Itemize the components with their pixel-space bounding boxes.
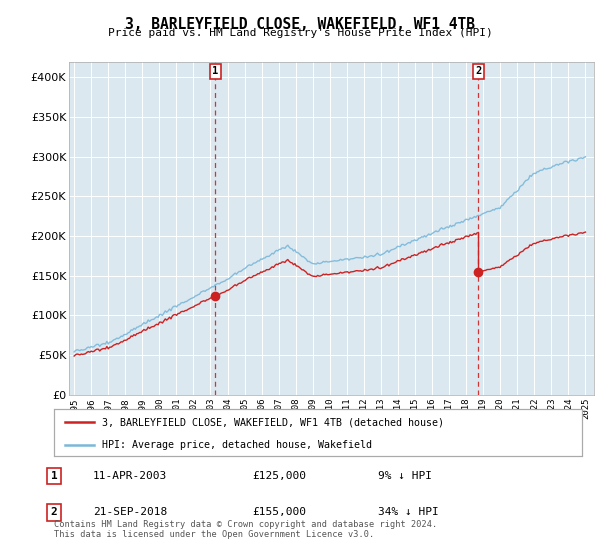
- Text: 3, BARLEYFIELD CLOSE, WAKEFIELD, WF1 4TB (detached house): 3, BARLEYFIELD CLOSE, WAKEFIELD, WF1 4TB…: [101, 417, 443, 427]
- Text: HPI: Average price, detached house, Wakefield: HPI: Average price, detached house, Wake…: [101, 440, 371, 450]
- Text: 1: 1: [212, 66, 218, 76]
- Text: 34% ↓ HPI: 34% ↓ HPI: [378, 507, 439, 517]
- Text: 3, BARLEYFIELD CLOSE, WAKEFIELD, WF1 4TB: 3, BARLEYFIELD CLOSE, WAKEFIELD, WF1 4TB: [125, 17, 475, 32]
- Text: 1: 1: [50, 471, 58, 481]
- Text: Contains HM Land Registry data © Crown copyright and database right 2024.: Contains HM Land Registry data © Crown c…: [54, 520, 437, 529]
- Text: Price paid vs. HM Land Registry's House Price Index (HPI): Price paid vs. HM Land Registry's House …: [107, 28, 493, 38]
- Text: This data is licensed under the Open Government Licence v3.0.: This data is licensed under the Open Gov…: [54, 530, 374, 539]
- Text: 9% ↓ HPI: 9% ↓ HPI: [378, 471, 432, 481]
- Text: £155,000: £155,000: [252, 507, 306, 517]
- Text: 2: 2: [50, 507, 58, 517]
- Text: 11-APR-2003: 11-APR-2003: [93, 471, 167, 481]
- Text: 2: 2: [475, 66, 482, 76]
- Text: £125,000: £125,000: [252, 471, 306, 481]
- Text: 21-SEP-2018: 21-SEP-2018: [93, 507, 167, 517]
